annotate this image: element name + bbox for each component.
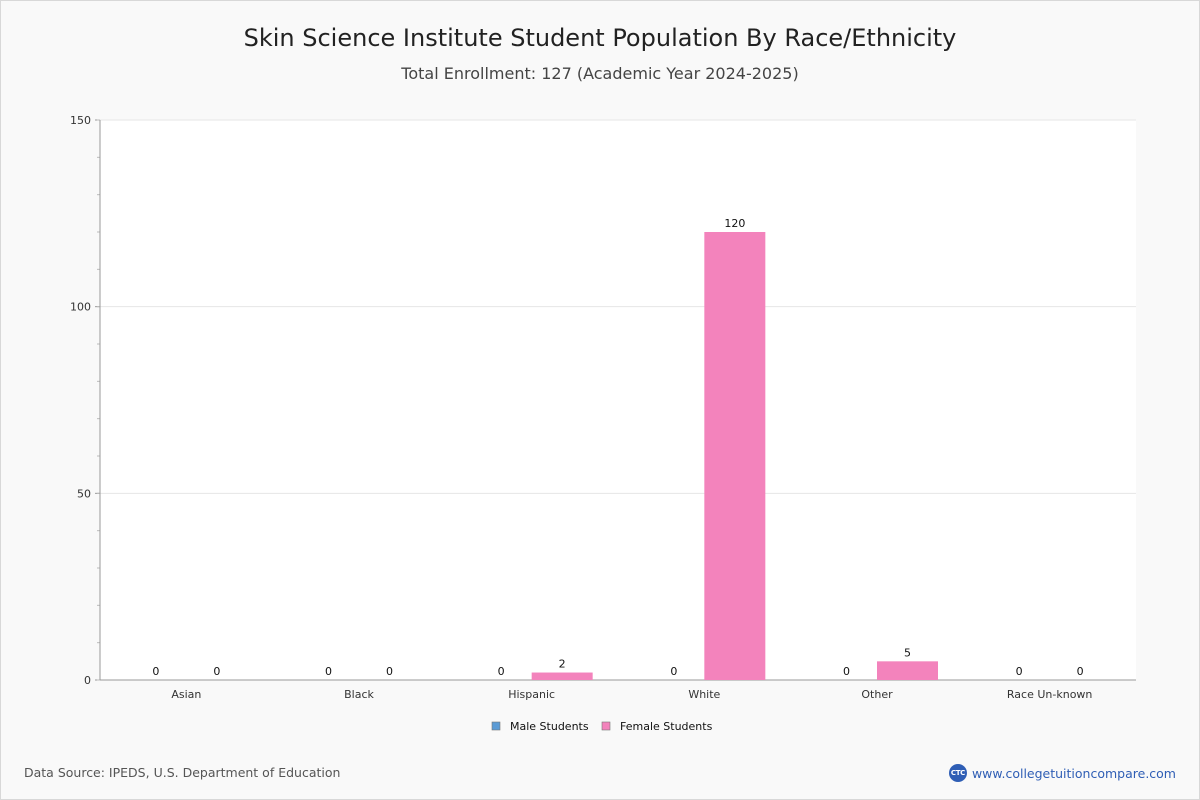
data-label: 0 bbox=[386, 665, 393, 678]
x-tick-label: Hispanic bbox=[508, 688, 555, 701]
data-label: 0 bbox=[1077, 665, 1084, 678]
x-tick-label: Black bbox=[344, 688, 374, 701]
brand-logo-icon: CTC bbox=[948, 764, 967, 782]
data-label: 0 bbox=[498, 665, 505, 678]
y-tick-label: 100 bbox=[70, 301, 91, 314]
data-label: 0 bbox=[213, 665, 220, 678]
brand-link[interactable]: CTC www.collegetuitioncompare.com bbox=[948, 764, 1176, 782]
data-label: 0 bbox=[843, 665, 850, 678]
plot-area bbox=[100, 120, 1136, 680]
bar-female-students bbox=[704, 232, 766, 680]
y-tick-label: 0 bbox=[84, 674, 91, 687]
data-label: 0 bbox=[1016, 665, 1023, 678]
y-tick-label: 150 bbox=[70, 114, 91, 127]
legend-label: Female Students bbox=[620, 720, 713, 733]
x-tick-label: Other bbox=[861, 688, 893, 701]
data-label: 0 bbox=[152, 665, 159, 678]
data-label: 0 bbox=[325, 665, 332, 678]
x-tick-label: Asian bbox=[171, 688, 201, 701]
brand-text: www.collegetuitioncompare.com bbox=[971, 765, 1176, 781]
legend-swatch bbox=[601, 721, 611, 731]
legend-swatch bbox=[491, 721, 501, 731]
x-tick-label: Race Un-known bbox=[1007, 688, 1093, 701]
data-label: 120 bbox=[724, 217, 745, 230]
data-source: Data Source: IPEDS, U.S. Department of E… bbox=[24, 765, 341, 780]
bar-female-students bbox=[531, 672, 593, 680]
data-label: 5 bbox=[904, 646, 911, 659]
y-tick-label: 50 bbox=[77, 487, 91, 500]
x-tick-label: White bbox=[688, 688, 720, 701]
legend-label: Male Students bbox=[510, 720, 589, 733]
chart-subtitle: Total Enrollment: 127 (Academic Year 202… bbox=[401, 64, 799, 83]
data-label: 2 bbox=[559, 658, 566, 671]
bar-female-students bbox=[877, 661, 938, 680]
data-label: 0 bbox=[670, 665, 677, 678]
chart-title: Skin Science Institute Student Populatio… bbox=[243, 24, 957, 52]
